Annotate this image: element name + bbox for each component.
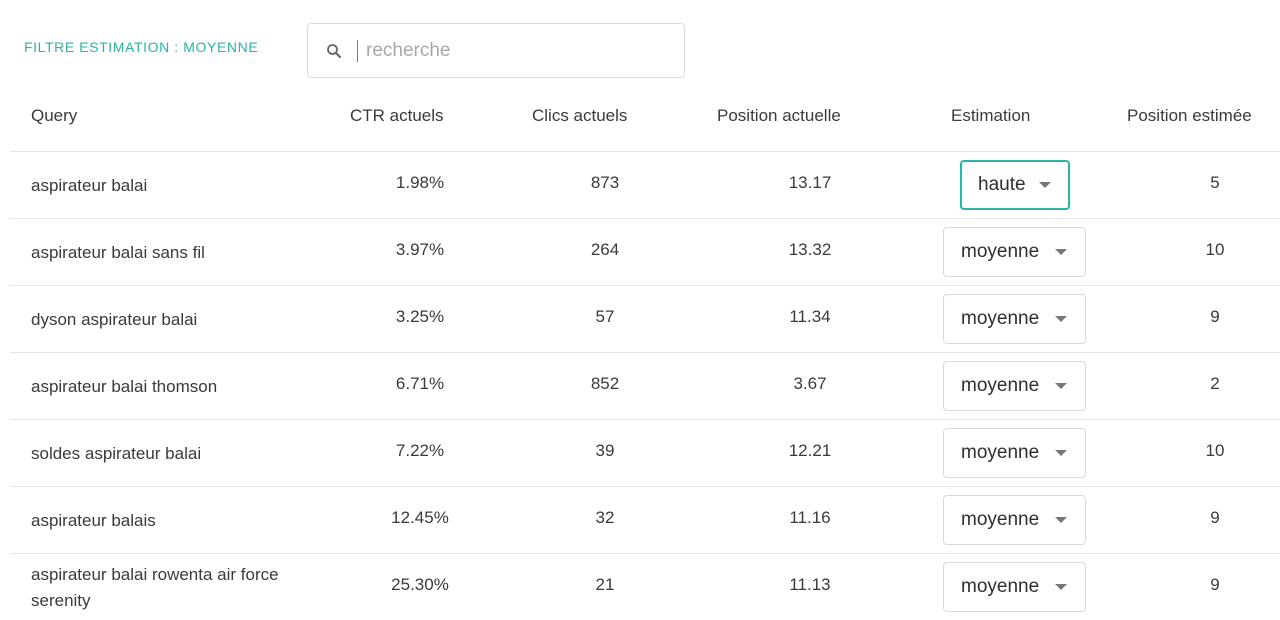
position-cell: 12.21 [788, 441, 832, 460]
clicks-cell: 264 [590, 240, 620, 259]
estimated-position-cell: 9 [1210, 508, 1220, 527]
table-body: aspirateur balai 1.98% 873 13.17 haute 5… [10, 152, 1280, 620]
estimation-select-value: moyenne [961, 576, 1040, 597]
ctr-cell: 3.25% [395, 307, 445, 326]
search-input[interactable] [366, 36, 666, 66]
estimation-select[interactable]: haute [960, 160, 1070, 210]
estimation-select-value: moyenne [961, 442, 1040, 463]
ctr-cell: 3.97% [395, 240, 445, 259]
clicks-cell: 57 [595, 307, 615, 326]
position-cell: 13.32 [788, 240, 832, 259]
clicks-cell: 39 [595, 441, 615, 460]
clicks-cell: 873 [590, 173, 620, 192]
caret-down-icon [1039, 182, 1051, 188]
caret-down-icon [1055, 584, 1067, 590]
estimation-select-value: moyenne [961, 241, 1040, 262]
clicks-cell: 21 [595, 575, 615, 594]
estimated-position-cell: 9 [1210, 575, 1220, 594]
table-header: Query CTR actuels Clics actuels Position… [10, 82, 1280, 152]
query-cell: aspirateur balai rowenta air force seren… [31, 565, 279, 610]
table-row: dyson aspirateur balai 3.25% 57 11.34 mo… [10, 286, 1280, 353]
column-header-estimation[interactable]: Estimation [951, 106, 1031, 125]
position-cell: 3.67 [793, 374, 827, 393]
query-cell: dyson aspirateur balai [31, 310, 198, 329]
search-icon [327, 44, 341, 58]
query-cell: aspirateur balai [31, 176, 148, 195]
ctr-cell: 6.71% [395, 374, 445, 393]
estimation-select-value: moyenne [961, 509, 1040, 530]
caret-down-icon [1055, 383, 1067, 389]
column-header-clicks[interactable]: Clics actuels [532, 106, 628, 125]
estimation-select-value: moyenne [961, 375, 1040, 396]
ctr-cell: 7.22% [395, 441, 445, 460]
estimation-select[interactable]: moyenne [943, 227, 1086, 277]
estimation-select[interactable]: moyenne [943, 562, 1086, 612]
estimation-select-value: haute [978, 174, 1026, 195]
caret-down-icon [1055, 249, 1067, 255]
estimation-select-value: moyenne [961, 308, 1040, 329]
estimated-position-cell: 2 [1210, 374, 1220, 393]
ctr-cell: 12.45% [391, 508, 449, 527]
estimated-position-cell: 5 [1210, 173, 1220, 192]
column-header-query[interactable]: Query [31, 106, 78, 125]
search-box[interactable] [307, 23, 685, 78]
clicks-cell: 32 [595, 508, 615, 527]
ctr-cell: 25.30% [391, 575, 449, 594]
table-row: aspirateur balai thomson 6.71% 852 3.67 … [10, 353, 1280, 420]
clicks-cell: 852 [590, 374, 620, 393]
column-header-estimated-position[interactable]: Position estimée [1127, 106, 1252, 125]
estimation-select[interactable]: moyenne [943, 495, 1086, 545]
query-cell: aspirateur balai thomson [31, 377, 218, 396]
caret-down-icon [1055, 517, 1067, 523]
caret-down-icon [1055, 316, 1067, 322]
ctr-cell: 1.98% [395, 173, 445, 192]
filter-label: FILTRE ESTIMATION : MOYENNE [24, 39, 259, 55]
estimated-position-cell: 10 [1205, 441, 1225, 460]
table-row: aspirateur balai 1.98% 873 13.17 haute 5 [10, 152, 1280, 219]
query-cell: aspirateur balai sans fil [31, 243, 205, 262]
column-header-ctr[interactable]: CTR actuels [350, 106, 444, 125]
position-cell: 11.16 [789, 508, 831, 527]
table-row: aspirateur balai rowenta air force seren… [10, 554, 1280, 620]
caret-down-icon [1055, 450, 1067, 456]
position-cell: 11.13 [789, 575, 831, 594]
estimation-select[interactable]: moyenne [943, 428, 1086, 478]
estimation-select[interactable]: moyenne [943, 294, 1086, 344]
estimated-position-cell: 9 [1210, 307, 1220, 326]
table-row: aspirateur balais 12.45% 32 11.16 moyenn… [10, 487, 1280, 554]
estimation-select[interactable]: moyenne [943, 361, 1086, 411]
table-row: soldes aspirateur balai 7.22% 39 12.21 m… [10, 420, 1280, 487]
table-row: aspirateur balai sans fil 3.97% 264 13.3… [10, 219, 1280, 286]
text-cursor [357, 40, 358, 62]
position-cell: 13.17 [788, 173, 832, 192]
query-cell: aspirateur balais [31, 511, 156, 530]
position-cell: 11.34 [789, 307, 831, 326]
estimated-position-cell: 10 [1205, 240, 1225, 259]
data-table: Query CTR actuels Clics actuels Position… [10, 82, 1280, 620]
column-header-position[interactable]: Position actuelle [717, 106, 841, 125]
query-cell: soldes aspirateur balai [31, 444, 202, 463]
